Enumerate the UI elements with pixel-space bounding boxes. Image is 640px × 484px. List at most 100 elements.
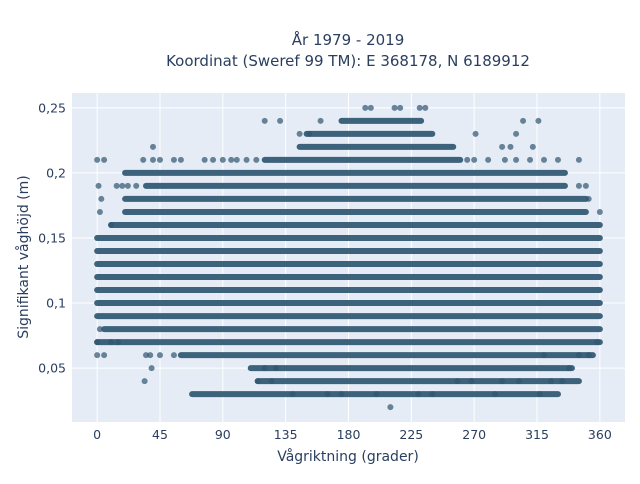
data-point: [485, 156, 492, 163]
y-axis-title: Signifikant våghöjd (m): [15, 175, 32, 338]
chart-title-line-1: År 1979 - 2019: [292, 30, 405, 49]
data-point: [373, 391, 380, 398]
data-point: [507, 143, 514, 150]
data-band: [122, 208, 589, 215]
data-band: [261, 156, 464, 163]
data-point: [513, 156, 520, 163]
data-point: [148, 365, 155, 372]
x-tick-label: 360: [588, 427, 612, 442]
data-point: [243, 156, 250, 163]
data-point: [170, 156, 177, 163]
data-point: [233, 156, 240, 163]
data-point: [296, 130, 303, 137]
data-point: [554, 156, 561, 163]
data-point: [94, 352, 101, 359]
data-point: [387, 404, 394, 411]
data-point: [596, 208, 603, 215]
data-band: [122, 195, 589, 202]
data-point: [501, 156, 508, 163]
data-point: [575, 352, 582, 359]
data-point: [141, 378, 148, 385]
data-point: [201, 156, 208, 163]
data-point: [210, 156, 217, 163]
y-axis-ticks: 0,05 0,1 0,15 0,2 0,25: [38, 100, 66, 375]
data-point: [422, 104, 429, 111]
data-point: [133, 182, 140, 189]
data-point: [317, 117, 324, 124]
data-band: [94, 287, 603, 294]
chart-title-line-2: Koordinat (Sweref 99 TM): E 368178, N 61…: [166, 52, 530, 70]
x-axis-ticks: 0 45 90 135 180 225 270 315 360: [93, 427, 612, 442]
data-point: [559, 378, 566, 385]
data-point: [566, 365, 573, 372]
data-band: [177, 352, 596, 359]
data-point: [362, 104, 369, 111]
data-point: [520, 117, 527, 124]
y-tick-label: 0,2: [46, 165, 66, 180]
data-point: [585, 352, 592, 359]
data-point: [541, 352, 548, 359]
data-band: [94, 247, 603, 254]
data-point: [391, 104, 398, 111]
data-point: [575, 182, 582, 189]
data-point: [535, 117, 542, 124]
data-point: [108, 221, 115, 228]
data-band: [94, 300, 603, 307]
data-point: [515, 378, 522, 385]
data-point: [94, 339, 101, 346]
data-band: [94, 274, 603, 281]
data-point: [149, 143, 156, 150]
data-point: [306, 130, 313, 137]
data-point: [94, 156, 101, 163]
x-tick-label: 270: [462, 427, 486, 442]
data-point: [277, 117, 284, 124]
data-band: [94, 313, 603, 320]
data-band: [94, 339, 603, 346]
data-point: [143, 352, 150, 359]
data-point: [124, 182, 131, 189]
data-point: [98, 195, 105, 202]
data-band: [303, 130, 436, 137]
data-point: [536, 391, 543, 398]
data-point: [468, 378, 475, 385]
data-point: [96, 208, 103, 215]
y-tick-label: 0,25: [38, 100, 66, 115]
data-point: [575, 156, 582, 163]
x-tick-label: 90: [215, 427, 231, 442]
y-tick-label: 0,15: [38, 230, 66, 245]
data-point: [541, 156, 548, 163]
data-point: [253, 156, 260, 163]
data-point: [101, 156, 108, 163]
x-axis-title: Vågriktning (grader): [277, 448, 419, 465]
y-tick-label: 0,05: [38, 361, 66, 376]
data-point: [527, 156, 534, 163]
data-point: [272, 365, 279, 372]
data-point: [219, 156, 226, 163]
data-point: [140, 156, 147, 163]
data-point: [585, 195, 592, 202]
data-point: [96, 326, 103, 333]
data-point: [170, 352, 177, 359]
data-point: [147, 352, 154, 359]
data-points: [94, 104, 603, 411]
data-point: [416, 104, 423, 111]
data-point: [95, 182, 102, 189]
data-point: [529, 143, 536, 150]
data-band: [94, 234, 603, 241]
data-band: [247, 365, 575, 372]
data-point: [261, 117, 268, 124]
data-band: [296, 143, 457, 150]
data-band: [122, 169, 568, 176]
data-band: [101, 326, 603, 333]
data-point: [228, 156, 235, 163]
data-point: [499, 378, 506, 385]
data-point: [254, 378, 261, 385]
data-point: [499, 143, 506, 150]
data-point: [149, 156, 156, 163]
x-tick-label: 135: [274, 427, 298, 442]
data-band: [338, 117, 425, 124]
data-band: [143, 182, 568, 189]
data-band: [94, 261, 603, 268]
data-band: [108, 221, 603, 228]
